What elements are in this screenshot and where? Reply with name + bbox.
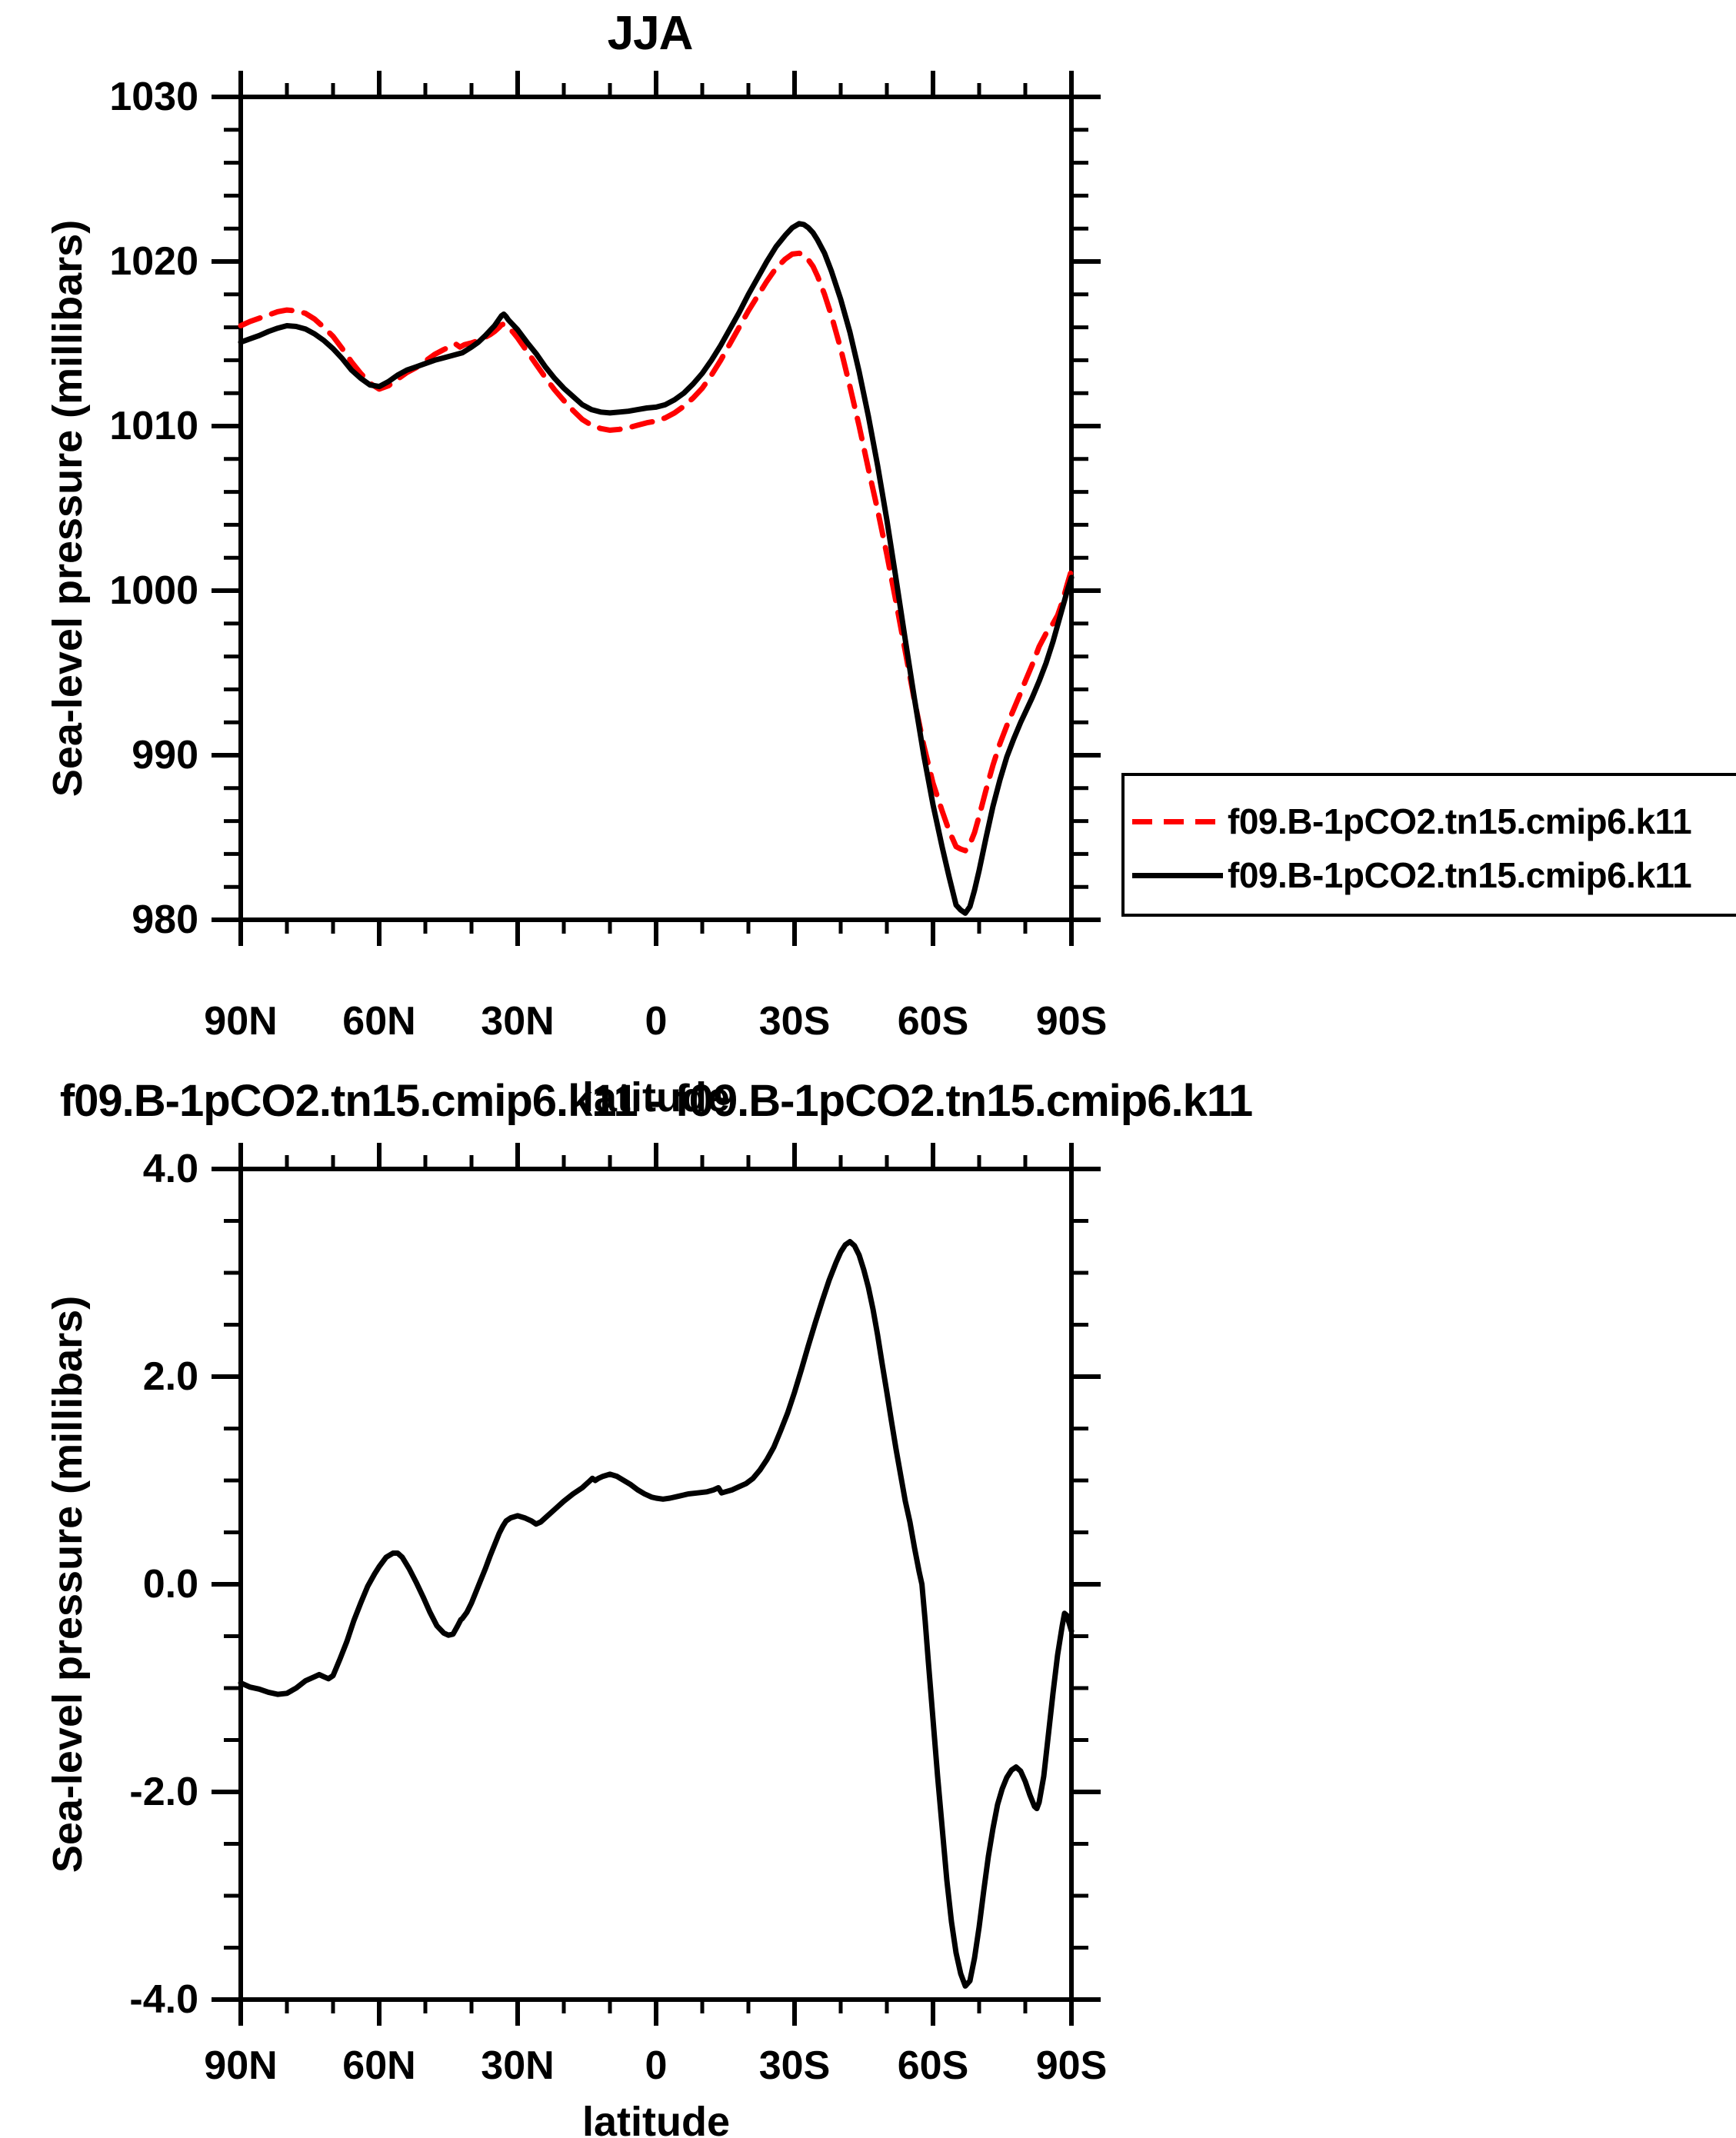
legend-line-dashed: [1132, 818, 1223, 824]
legend-line-solid: [1132, 872, 1223, 878]
y-tick-label: -4.0: [129, 1977, 198, 2022]
y-tick-label: 1030: [109, 75, 198, 119]
y-tick-label: -2.0: [129, 1770, 198, 1814]
legend-box: f09.B-1pCO2.tn15.cmip6.k11 f09.B-1pCO2.t…: [1121, 773, 1736, 917]
y-tick-label: 2.0: [142, 1354, 198, 1399]
legend-label-solid: f09.B-1pCO2.tn15.cmip6.k11: [1228, 855, 1692, 895]
y-tick-label: 980: [132, 897, 198, 942]
x-tick-label: 0: [645, 999, 668, 1044]
legend-label-dashed: f09.B-1pCO2.tn15.cmip6.k11: [1228, 801, 1692, 841]
x-tick-label: 90S: [1035, 2043, 1108, 2088]
top-chart-xlabel: latitude: [581, 1074, 731, 1121]
series-path-1-0-solid: [238, 1239, 1075, 1989]
y-tick-label: 0.0: [142, 1562, 198, 1607]
x-tick-label: 90N: [204, 999, 278, 1044]
x-tick-label: 90N: [204, 2043, 278, 2088]
bottom-chart-xlabel: latitude: [581, 2099, 731, 2138]
x-tick-label: 30N: [481, 999, 555, 1044]
y-tick-label: 4.0: [142, 1147, 198, 1191]
top-chart-title: JJA: [607, 7, 694, 60]
x-tick-label: 30S: [758, 2043, 831, 2088]
legend-entry-solid: f09.B-1pCO2.tn15.cmip6.k11: [1132, 848, 1736, 902]
series-path-0-1-solid: [238, 221, 1075, 916]
bottom-chart-title: f09.B-1pCO2.tn15.cmip6.k11 - f09.B-1pCO2…: [59, 1076, 1253, 1126]
x-tick-label: 90S: [1035, 999, 1108, 1044]
x-tick-label: 60S: [897, 2043, 969, 2088]
x-tick-label: 60S: [897, 999, 969, 1044]
legend-entry-dashed: f09.B-1pCO2.tn15.cmip6.k11: [1132, 794, 1736, 848]
y-tick-label: 1000: [109, 568, 198, 613]
x-tick-label: 60N: [342, 999, 416, 1044]
y-tick-label: 1010: [109, 404, 198, 448]
plot-frame: [238, 95, 1074, 922]
y-tick-label: 1020: [109, 239, 198, 284]
x-tick-label: 30N: [481, 2043, 555, 2088]
y-tick-label: 990: [132, 733, 198, 778]
top-chart-ylabel: Sea-level pressure (millibars): [45, 219, 91, 798]
x-tick-label: 60N: [342, 2043, 416, 2088]
x-tick-label: 30S: [758, 999, 831, 1044]
x-tick-label: 0: [645, 2043, 668, 2088]
series-path-0-0-dashed: [238, 250, 1075, 854]
